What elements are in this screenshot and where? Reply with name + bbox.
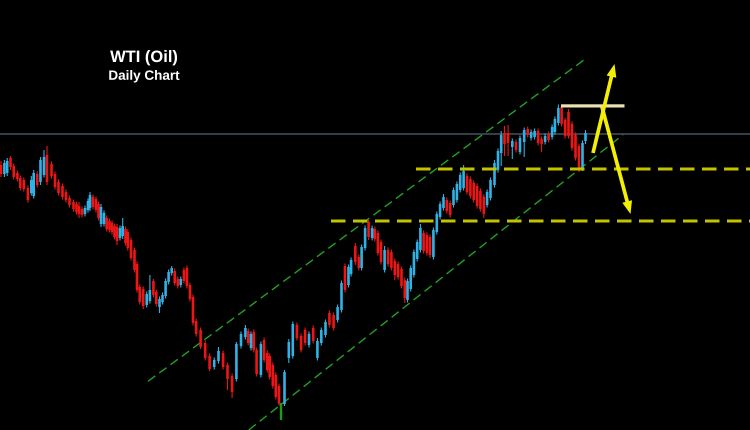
svg-text:Daily Chart: Daily Chart: [108, 68, 180, 83]
svg-text:WTI (Oil): WTI (Oil): [110, 48, 178, 66]
